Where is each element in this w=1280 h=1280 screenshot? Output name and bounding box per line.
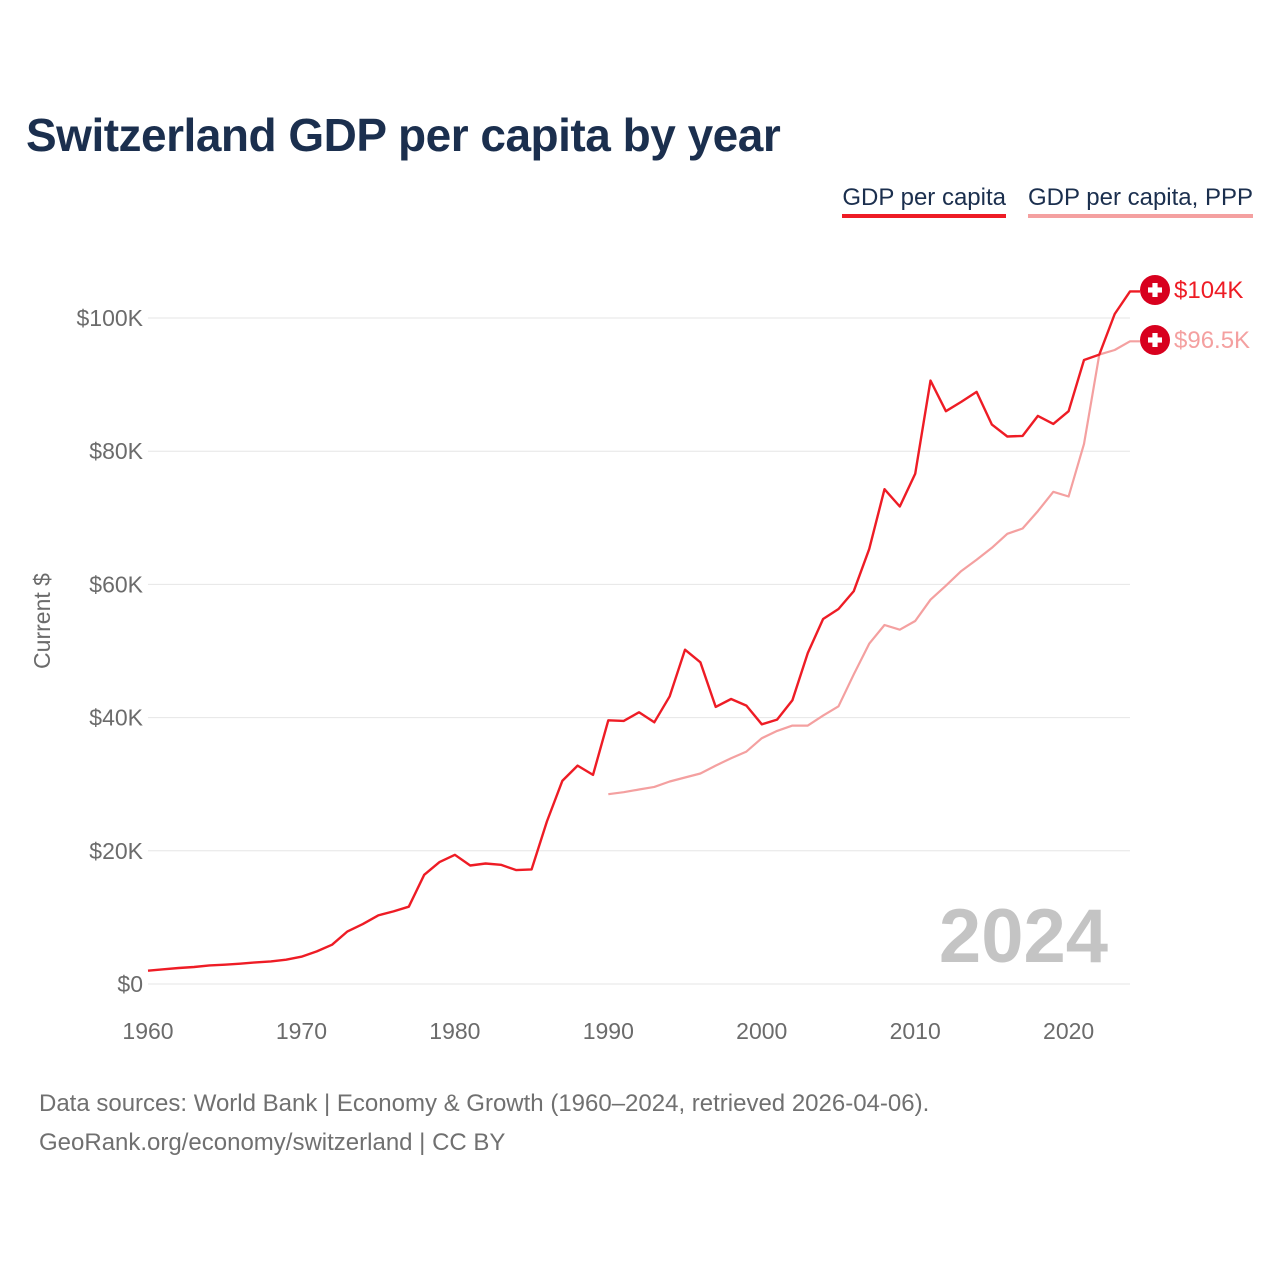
chart-title: Switzerland GDP per capita by year	[26, 109, 781, 161]
y-tick-label: $0	[117, 971, 143, 997]
y-axis-label: Current $	[29, 573, 55, 669]
x-tick-label: 1990	[583, 1018, 634, 1044]
data-sources-text: Data sources: World Bank | Economy & Gro…	[39, 1090, 930, 1117]
flag-cross-icon	[1152, 283, 1158, 297]
series-line-gdp-per-capita-ppp	[608, 340, 1140, 796]
x-tick-label: 1970	[276, 1018, 327, 1044]
y-tick-label: $60K	[89, 571, 143, 597]
year-watermark: 2024	[939, 894, 1108, 979]
end-value-label: $104K	[1174, 277, 1243, 304]
legend: GDP per capita GDP per capita, PPP	[842, 184, 1253, 218]
series-line-gdp-per-capita	[147, 290, 1140, 972]
x-tick-label: 1980	[429, 1018, 480, 1044]
y-tick-label: $20K	[89, 838, 143, 864]
footer: Data sources: World Bank | Economy & Gro…	[39, 1084, 929, 1162]
x-tick-label: 2020	[1043, 1018, 1094, 1044]
y-tick-label: $100K	[76, 305, 143, 331]
legend-item-gdp-per-capita[interactable]: GDP per capita	[842, 184, 1006, 218]
x-tick-label: 2000	[736, 1018, 787, 1044]
x-tick-label: 2010	[890, 1018, 941, 1044]
legend-item-gdp-per-capita-ppp[interactable]: GDP per capita, PPP	[1028, 184, 1253, 218]
attribution-text: GeoRank.org/economy/switzerland | CC BY	[39, 1129, 506, 1156]
flag-cross-icon	[1152, 333, 1158, 347]
y-tick-label: $80K	[89, 438, 143, 464]
x-tick-label: 1960	[122, 1018, 173, 1044]
end-value-label: $96.5K	[1174, 327, 1250, 354]
y-tick-label: $40K	[89, 705, 143, 731]
